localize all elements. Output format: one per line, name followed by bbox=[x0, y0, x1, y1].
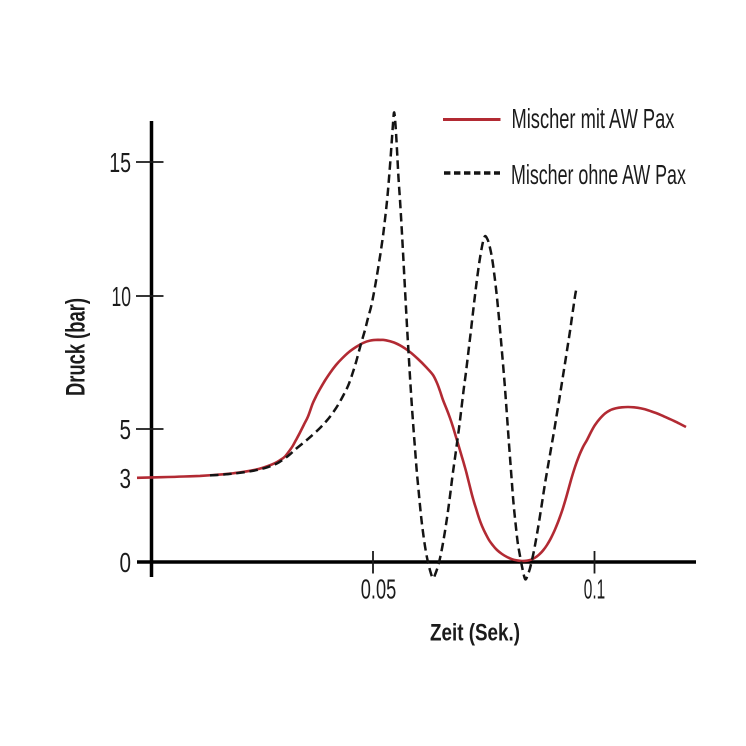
svg-text:10: 10 bbox=[112, 281, 131, 312]
svg-text:Mischer ohne AW Pax: Mischer ohne AW Pax bbox=[511, 159, 686, 190]
svg-text:15: 15 bbox=[109, 148, 131, 179]
svg-text:Zeit (Sek.): Zeit (Sek.) bbox=[430, 618, 520, 646]
svg-text:Druck (bar): Druck (bar) bbox=[60, 298, 90, 396]
svg-text:3: 3 bbox=[119, 464, 131, 495]
svg-text:Mischer mit AW Pax: Mischer mit AW Pax bbox=[512, 104, 675, 135]
svg-text:5: 5 bbox=[119, 415, 131, 446]
svg-text:0.05: 0.05 bbox=[361, 575, 396, 606]
svg-text:0: 0 bbox=[119, 548, 131, 579]
svg-text:0.1: 0.1 bbox=[584, 574, 605, 605]
